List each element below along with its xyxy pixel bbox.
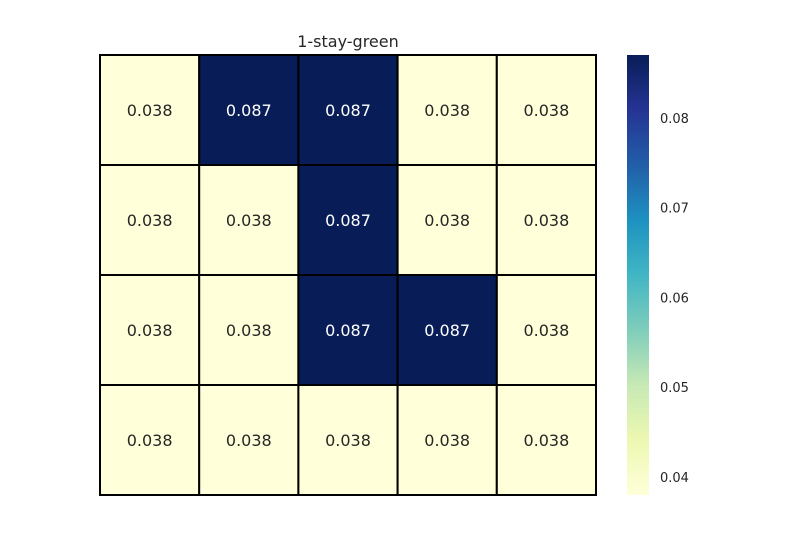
cell-value-label: 0.087 [325,101,371,120]
cell-value-label: 0.038 [523,321,569,340]
heatmap-cell [198,54,300,166]
heatmap-cell [99,164,201,276]
cell-value-label: 0.038 [325,431,371,450]
heatmap-cell [198,274,300,386]
heatmap-cell [396,274,498,386]
cell-value-label: 0.038 [523,101,569,120]
heatmap-cell [396,384,498,496]
cell-value-label: 0.038 [127,101,173,120]
heatmap-cell [99,384,201,496]
heatmap-cells: 0.038 0.087 0.087 0.038 0.038 0.038 0.038 0.087… [99,54,597,496]
cell-value-label: 0.087 [226,101,272,120]
heatmap-cell [198,384,300,496]
cell-value-label: 0.038 [424,211,470,230]
cell-value-label: 0.038 [226,321,272,340]
heatmap-cell [297,164,399,276]
heatmap-cell [297,54,399,166]
cell-value-label: 0.087 [325,211,371,230]
heatmap-cell [99,54,201,166]
cell-value-label: 0.038 [226,211,272,230]
cell-value-label: 0.087 [325,321,371,340]
cell-value-label: 0.038 [424,101,470,120]
heatmap-cell [297,384,399,496]
colorbar-tick-label: 0.04 [660,471,689,486]
cell-value-label: 0.038 [127,431,173,450]
colorbar-tick-label: 0.08 [660,112,689,127]
cell-value-label: 0.038 [523,211,569,230]
colorbar-tick-label: 0.06 [660,291,689,306]
cell-value-label: 0.038 [523,431,569,450]
heatmap-cell [495,164,597,276]
cell-value-label: 0.038 [226,431,272,450]
colorbar-tick-label: 0.05 [660,381,689,396]
cell-value-label: 0.087 [424,321,470,340]
colorbar: 0.04 0.05 0.06 0.07 0.08 [627,55,689,495]
heatmap-cell [495,384,597,496]
cell-value-label: 0.038 [127,321,173,340]
colorbar-tick-label: 0.07 [660,202,689,217]
chart-title: 1-stay-green [297,32,399,51]
colorbar-gradient [627,55,649,495]
cell-value-label: 0.038 [424,431,470,450]
cell-value-label: 0.038 [127,211,173,230]
